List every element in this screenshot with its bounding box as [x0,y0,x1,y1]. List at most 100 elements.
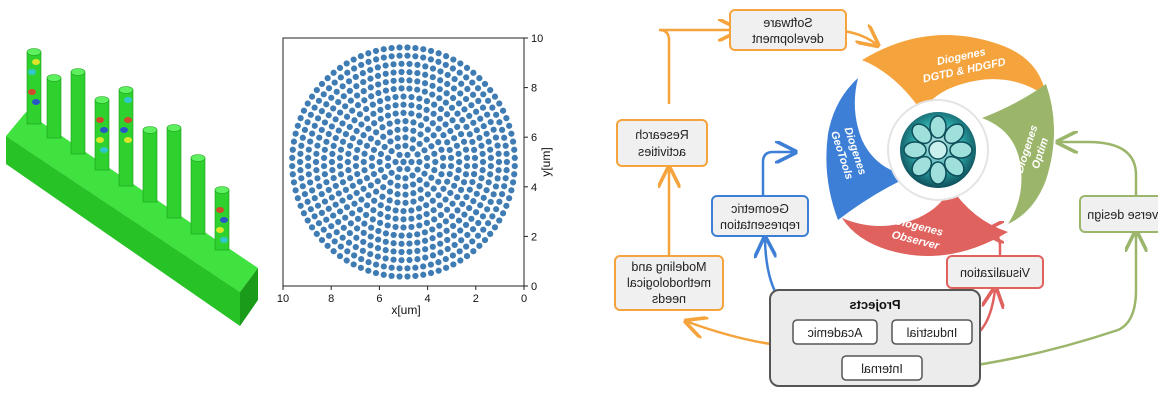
scatter-point [333,229,340,236]
scatter-point [304,217,311,224]
scatter-point [414,70,421,77]
scatter-point [437,240,444,247]
scatter-point [400,208,407,215]
scatter-point [360,158,367,166]
scatter-point [408,223,415,231]
scatter-point [462,221,470,229]
scatter-point [479,213,487,220]
scatter-point [400,109,407,116]
geometric-line-1: Geometric [731,202,789,216]
scatter-point [352,243,359,251]
scatter-point [487,171,494,178]
scatter-point [388,53,395,60]
scatter-point [463,123,470,131]
scatter-point [496,217,503,224]
scatter-point [392,215,399,222]
scatter-point [325,186,332,194]
scatter-point [442,196,449,203]
scatter-point [487,118,494,126]
scatter-point [396,165,403,173]
scatter-point [416,103,423,111]
scatter-point [511,146,518,153]
scatter-point [483,130,490,137]
scatter-point [499,107,507,114]
scatter-point [414,166,421,173]
scatter-point [374,72,382,79]
scatter-point [349,210,356,217]
scatter-point [414,256,421,263]
scatter-point [394,143,401,150]
scatter-point [484,206,491,213]
scatter-point [429,226,436,233]
scatter-point [478,142,485,149]
scatter-point [382,255,389,262]
scatter-point [406,232,413,239]
scatter-point [447,127,454,135]
scatter-point [354,146,361,154]
scatter-point [305,146,312,153]
scatter-point [380,46,387,53]
scatter-point [307,111,314,118]
scatter-point [339,197,346,204]
scatter-point [311,213,318,220]
scatter-point [323,216,330,223]
scatter-point [490,191,497,198]
geometric-representation-box: Geometric representation [711,195,809,237]
scatter-point [384,103,391,111]
scatter-point [423,202,430,209]
scatter-point [398,85,405,92]
scatter-point [463,253,471,260]
scatter-point [480,91,487,98]
scatter-point [427,261,434,268]
scatter-point [400,93,407,100]
scatter-point [382,247,389,254]
scatter-point [368,93,375,100]
scatter-point [442,121,449,128]
scatter-point [456,69,463,76]
scatter-point [414,78,421,85]
research-line-2: activities [638,145,686,159]
scatter-point [320,91,327,98]
scatter-point [367,233,374,240]
scatter-point [290,179,298,186]
scatter-point [313,87,320,94]
scatter-point [422,71,429,78]
scatter-point [506,195,513,202]
scatter-point [353,127,360,135]
scatter-point [351,252,358,259]
scatter-point [404,273,411,280]
scatter-point [318,190,325,198]
scatter-point [388,264,395,271]
scatter-point [495,158,503,166]
scatter-point [311,104,318,111]
scatter-point [318,236,326,244]
scatter-point [435,267,442,274]
scatter-point [321,171,328,178]
scatter-point [321,119,329,126]
scatter-point [396,273,403,280]
scatter-point [315,220,323,227]
visualization-label: Visualization [960,266,1030,280]
scatter-point [377,150,385,158]
scatter-point [468,215,475,222]
scatter-point [474,85,482,92]
scatter-point [374,253,381,260]
scatter-point [437,249,444,256]
software-line-2: development [752,32,824,46]
scatter-point [487,198,494,206]
scatter-point [361,97,368,104]
scatter-point [450,261,457,268]
scatter-point [314,175,321,182]
y-tick-label: 6 [531,132,537,144]
scatter-point [367,135,374,142]
scatter-point [354,215,362,222]
scatter-point [392,223,399,231]
scatter-point [351,65,358,72]
scatter-point [300,107,308,114]
scatter-point [437,211,444,219]
scatter-point [485,179,492,186]
scatter-point [435,50,442,57]
scatter-point [390,69,397,76]
scatter-point [420,46,427,53]
scatter-point [392,207,399,214]
